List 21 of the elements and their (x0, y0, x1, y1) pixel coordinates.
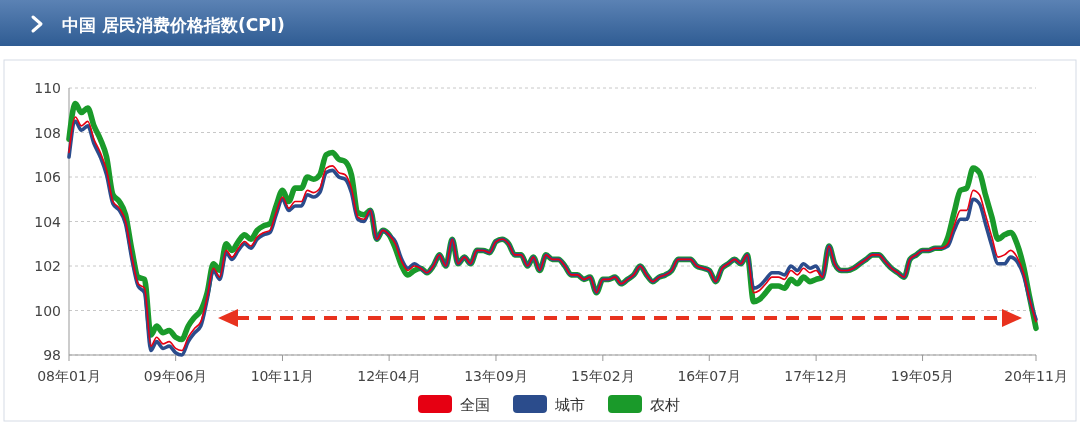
y-tick-label: 100 (34, 302, 61, 319)
y-tick-label: 108 (34, 124, 61, 141)
y-tick-label: 102 (34, 258, 61, 274)
legend-label: 全国 (460, 396, 490, 414)
x-tick-label: 19年05月 (890, 368, 955, 384)
legend-label: 城市 (554, 396, 585, 414)
y-tick-label: 98 (43, 347, 61, 363)
x-tick-label: 17年12月 (784, 368, 848, 384)
y-tick-label: 104 (34, 213, 62, 230)
y-tick-label: 106 (34, 169, 62, 185)
x-tick-label: 09年06月 (143, 368, 208, 384)
x-tick-label: 10年11月 (250, 368, 315, 384)
x-tick-label: 16年07月 (677, 368, 742, 384)
y-tick-label: 110 (34, 80, 61, 96)
x-tick-label: 20年11月 (1004, 368, 1068, 384)
legend-label: 农村 (650, 396, 680, 414)
x-tick-label: 15年02月 (571, 368, 635, 384)
x-tick-label: 13年09月 (464, 368, 528, 384)
x-tick-label: 12年04月 (357, 368, 421, 384)
x-tick-label: 08年01月 (37, 368, 101, 384)
chart-title: 中国 居民消费价格指数(CPI) (62, 15, 285, 35)
